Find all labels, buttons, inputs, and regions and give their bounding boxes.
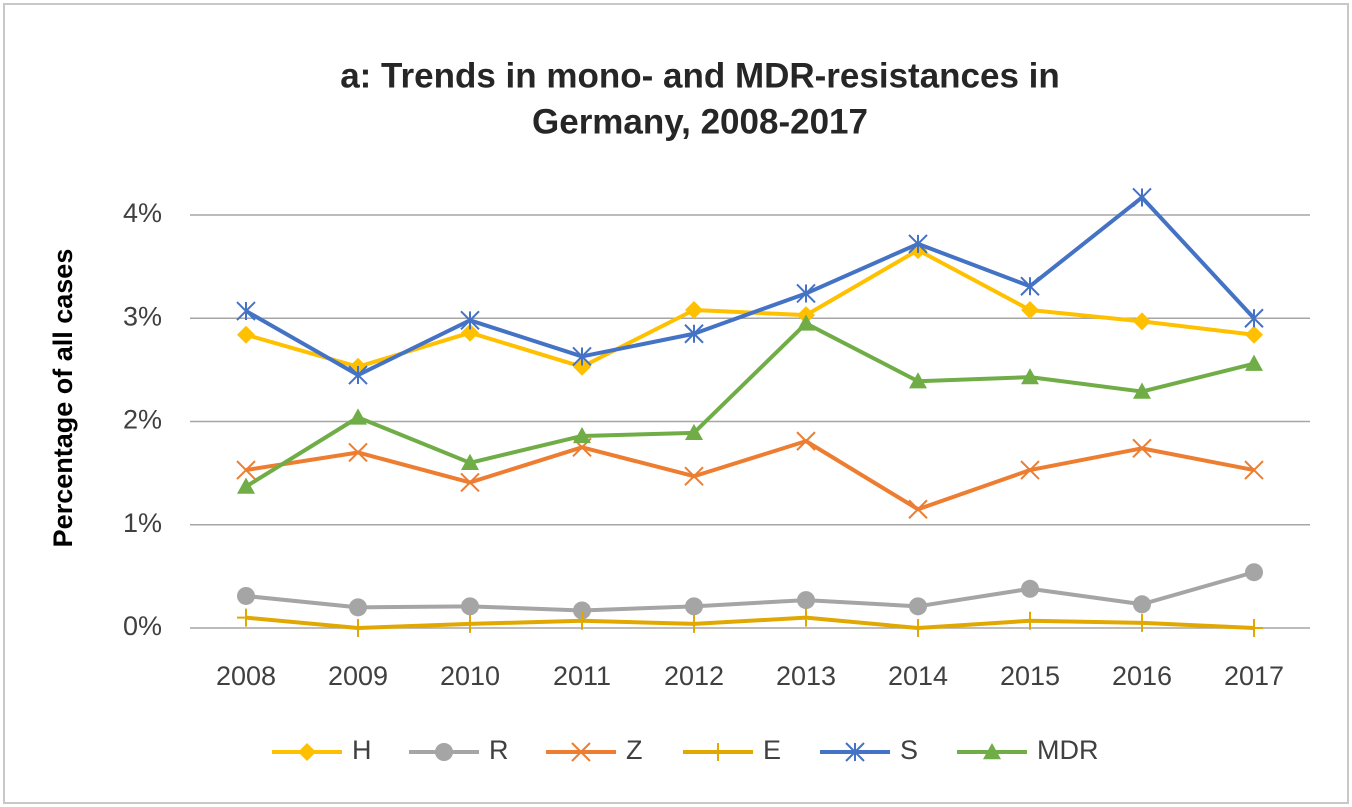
- marker: [908, 234, 928, 254]
- x-tick-label: 2013: [776, 661, 836, 691]
- marker: [1020, 460, 1040, 480]
- marker: [460, 310, 480, 331]
- marker: [684, 324, 704, 344]
- legend-label: R: [489, 735, 509, 765]
- marker: [349, 408, 367, 425]
- series-line: [245, 439, 1255, 512]
- marker: [797, 608, 815, 627]
- y-tick-label: 4%: [123, 198, 162, 228]
- marker: [1021, 300, 1039, 319]
- marker: [349, 619, 367, 637]
- marker: [909, 597, 927, 616]
- marker: [348, 365, 368, 385]
- marker: [1133, 595, 1151, 614]
- legend-label: E: [763, 735, 781, 765]
- x-tick-label: 2009: [328, 661, 388, 691]
- marker: [298, 743, 316, 761]
- marker: [685, 614, 703, 633]
- marker: [461, 323, 479, 342]
- marker: [909, 372, 927, 389]
- legend-label: MDR: [1037, 735, 1099, 765]
- chart-title: Germany, 2008-2017: [532, 102, 868, 141]
- y-tick-label: 0%: [123, 611, 162, 641]
- marker: [236, 301, 256, 321]
- series-line: [244, 321, 1255, 489]
- marker: [461, 614, 479, 633]
- legend-label: S: [900, 735, 918, 765]
- chart-border: [3, 3, 1349, 804]
- marker: [1133, 312, 1151, 331]
- series-line: [245, 570, 1255, 613]
- marker: [572, 346, 592, 367]
- marker: [685, 300, 703, 319]
- marker: [845, 742, 865, 762]
- marker: [237, 325, 255, 344]
- marker: [237, 477, 255, 494]
- marker: [573, 601, 591, 620]
- marker: [461, 453, 479, 470]
- marker: [983, 743, 1001, 760]
- marker: [571, 742, 591, 762]
- x-tick-label: 2008: [216, 661, 276, 691]
- marker: [684, 466, 704, 486]
- marker: [685, 597, 703, 616]
- marker: [1245, 325, 1263, 344]
- x-tick-label: 2015: [1000, 661, 1060, 691]
- legend-label: H: [352, 735, 372, 765]
- marker: [573, 426, 591, 444]
- x-tick-label: 2010: [440, 661, 500, 691]
- x-tick-label: 2012: [664, 661, 724, 691]
- marker: [460, 472, 480, 493]
- marker: [461, 597, 479, 616]
- x-tick-label: 2017: [1224, 661, 1284, 691]
- marker: [796, 283, 816, 304]
- marker: [236, 460, 256, 480]
- marker: [435, 743, 453, 761]
- legend-label: Z: [626, 735, 643, 765]
- marker: [1245, 563, 1263, 582]
- marker: [1244, 460, 1264, 480]
- x-tick-label: 2014: [888, 661, 948, 691]
- marker: [237, 608, 255, 627]
- x-tick-label: 2011: [553, 661, 611, 691]
- marker: [1245, 619, 1263, 637]
- marker: [1244, 308, 1264, 328]
- y-axis-label: Percentage of all cases: [48, 249, 78, 548]
- marker: [1020, 276, 1040, 296]
- y-tick-label: 2%: [123, 405, 162, 435]
- marker: [1021, 611, 1039, 630]
- marker: [1245, 354, 1263, 371]
- marker: [1021, 368, 1039, 385]
- marker: [573, 611, 591, 630]
- marker: [797, 314, 815, 331]
- y-tick-label: 1%: [123, 508, 162, 538]
- marker: [797, 591, 815, 610]
- series-line: [245, 195, 1256, 378]
- series-line: [245, 615, 1255, 630]
- marker: [1132, 438, 1152, 459]
- chart-title: a: Trends in mono- and MDR-resistances i…: [340, 56, 1060, 95]
- marker: [796, 431, 816, 451]
- marker: [908, 499, 928, 519]
- y-tick-label: 3%: [123, 301, 162, 331]
- marker: [685, 423, 703, 441]
- marker: [349, 598, 367, 617]
- marker: [1021, 579, 1039, 598]
- marker: [237, 586, 255, 605]
- x-tick-label: 2016: [1112, 661, 1172, 691]
- marker: [709, 743, 727, 761]
- marker: [1133, 382, 1151, 399]
- marker: [1133, 613, 1151, 632]
- marker: [1132, 187, 1152, 208]
- marker: [909, 619, 927, 637]
- marker: [348, 442, 368, 463]
